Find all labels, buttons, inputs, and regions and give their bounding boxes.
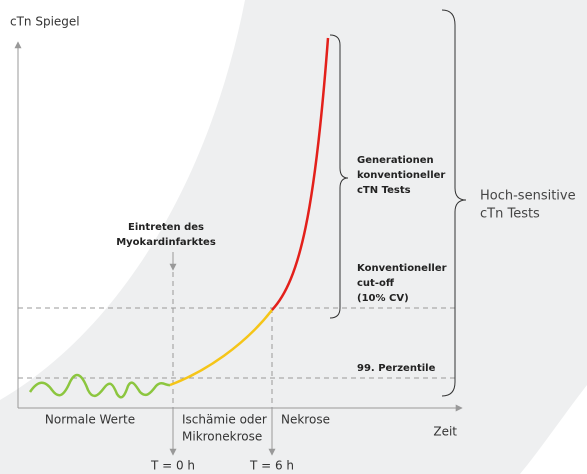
cutoff-label: (10% CV) xyxy=(357,293,409,304)
y-axis-label: cTn Spiegel xyxy=(10,15,80,29)
time-mark: T = 6 h xyxy=(249,459,294,473)
ischemia-curve xyxy=(169,309,273,387)
onset-label: Eintreten des xyxy=(128,222,204,233)
phase-label: Mikronekrose xyxy=(182,430,262,444)
phase-label: Nekrose xyxy=(281,413,330,427)
cutoff-label: Konventioneller xyxy=(357,263,447,274)
conventional-brace xyxy=(329,34,349,319)
normal-curve xyxy=(28,373,171,399)
necrosis-curve xyxy=(271,37,330,311)
high-sensitive-label: cTn Tests xyxy=(480,207,540,222)
phase-label: Normale Werte xyxy=(45,413,135,427)
generations-label: konventioneller xyxy=(357,170,445,181)
onset-label: Myokardinfarktes xyxy=(116,237,216,248)
generations-label: Generationen xyxy=(357,155,434,166)
generations-label: cTN Tests xyxy=(357,185,411,196)
time-mark: T = 0 h xyxy=(150,459,195,473)
x-axis-label: Zeit xyxy=(433,425,457,439)
percentile-label: 99. Perzentile xyxy=(357,363,436,374)
high-sensitive-brace xyxy=(441,9,467,397)
cutoff-label: cut-off xyxy=(357,278,395,289)
high-sensitive-label: Hoch-sensitive xyxy=(480,189,576,204)
phase-label: Ischämie oder xyxy=(182,413,267,427)
